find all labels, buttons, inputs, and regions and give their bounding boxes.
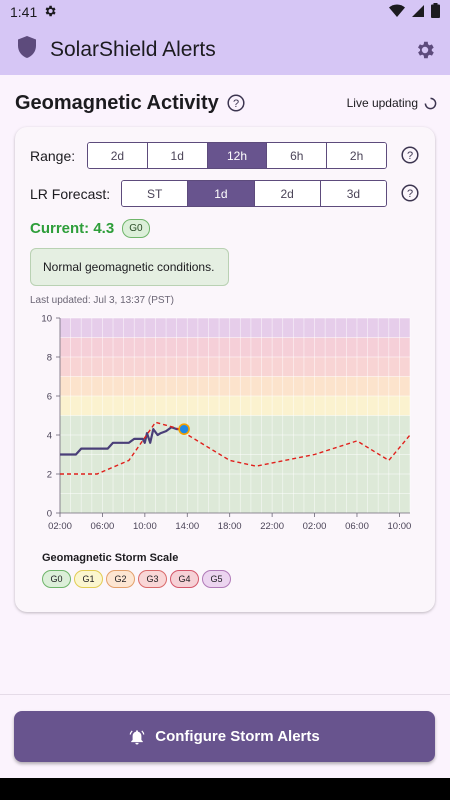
observed-series-line [60,426,182,456]
current-value: Current: 4.3 [30,220,115,237]
battery-icon [431,3,440,21]
system-nav-bar [0,778,450,800]
status-bar: 1:41 [0,0,450,24]
y-tick-label: 8 [47,353,52,364]
last-updated: Last updated: Jul 3, 13:37 (PST) [30,295,174,306]
scale-chip-g3: G3 [138,570,167,588]
app-title: SolarShield Alerts [50,37,216,61]
settings-gear-status-icon [43,4,57,21]
configure-alerts-button[interactable]: Configure Storm Alerts [14,711,435,762]
range-option-12h[interactable]: 12h [207,143,268,168]
x-tick-label: 10:00 [133,521,157,532]
x-tick-label: 10:00 [388,521,412,532]
forecast-option-3d[interactable]: 3d [320,181,386,206]
current-reading: Current: 4.3 G0 [30,219,150,238]
range-option-2h[interactable]: 2h [327,143,386,168]
gear-icon [418,41,434,58]
band-g2 [60,376,410,396]
x-tick-label: 22:00 [260,521,284,532]
range-label: Range: [30,148,76,164]
current-point-marker [178,423,190,435]
conditions-note: Normal geomagnetic conditions. [30,248,229,286]
scale-chip-g5: G5 [202,570,231,588]
forecast-help-button[interactable]: ? [401,184,419,202]
y-tick-label: 6 [47,392,52,403]
range-option-2d[interactable]: 2d [88,143,148,168]
band-g5 [60,318,410,338]
band-g1 [60,396,410,416]
y-tick-label: 2 [47,470,52,481]
x-tick-label: 06:00 [345,521,369,532]
kp-chart: 0 2 4 6 8 10 02:00 06:00 10:00 14:00 18:00 22:00 02:… [41,314,412,533]
live-label: Live updating [346,96,418,110]
bell-icon [129,729,145,744]
help-icon: ? [401,184,419,202]
y-tick-label: 4 [47,431,52,442]
svg-text:?: ? [407,188,413,200]
range-help-button[interactable]: ? [401,146,419,164]
x-tick-label: 06:00 [91,521,115,532]
forecast-option-st[interactable]: ST [122,181,189,206]
storm-scale-legend: G0 G1 G2 G3 G4 G5 [42,570,231,588]
svg-text:?: ? [233,98,239,110]
scale-chip-g2: G2 [106,570,135,588]
band-g3 [60,357,410,377]
shield-icon [16,35,38,64]
scale-title: Geomagnetic Storm Scale [42,552,179,564]
forecast-selector: ST 1d 2d 3d [121,180,387,207]
x-tick-label: 18:00 [218,521,242,532]
app-bar: SolarShield Alerts [0,24,450,75]
help-icon: ? [401,146,419,164]
x-tick-label: 14:00 [175,521,199,532]
forecast-option-1d[interactable]: 1d [188,181,255,206]
live-status: Live updating [347,96,437,110]
help-icon: ? [227,94,245,112]
current-level-badge: G0 [122,219,150,238]
range-option-1d[interactable]: 1d [147,143,208,168]
scale-chip-g0: G0 [42,570,71,588]
y-tick-label: 10 [41,314,52,325]
scale-chip-g4: G4 [170,570,199,588]
svg-text:?: ? [407,150,413,162]
section-header: Geomagnetic Activity ? Live updating [15,88,437,118]
status-time: 1:41 [10,4,38,20]
x-tick-label: 02:00 [48,521,72,532]
activity-card: Range: 2d 1d 12h 6h 2h ? LR Forecast: ST… [15,127,435,612]
range-option-6h[interactable]: 6h [267,143,328,168]
x-tick-label: 02:00 [303,521,327,532]
scale-chip-g1: G1 [74,570,103,588]
settings-button[interactable] [414,39,436,61]
band-g0 [60,415,410,513]
y-tick-label: 0 [47,509,52,520]
forecast-label: LR Forecast: [30,186,111,202]
range-selector: 2d 1d 12h 6h 2h [87,142,387,169]
status-icons [389,3,440,21]
section-title: Geomagnetic Activity [15,91,219,114]
section-help-button[interactable]: ? [227,94,245,112]
signal-icon [411,4,425,21]
forecast-series-line [60,421,411,475]
wifi-icon [389,4,405,21]
band-g4 [60,337,410,357]
loading-spinner-icon [424,97,437,109]
configure-alerts-label: Configure Storm Alerts [155,728,320,745]
forecast-option-2d[interactable]: 2d [254,181,321,206]
